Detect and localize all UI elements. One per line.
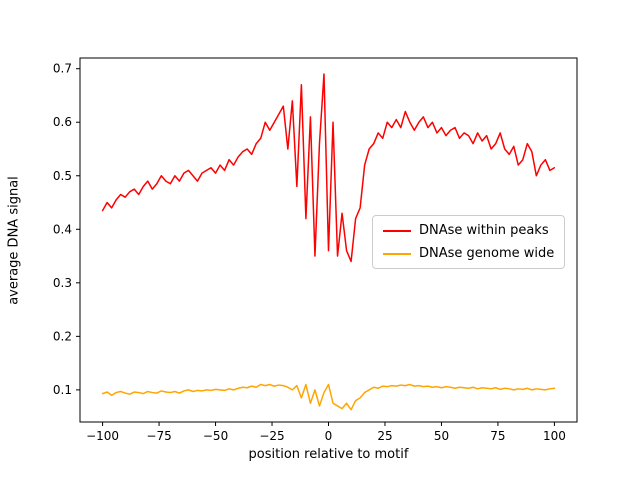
y-tick-label: 0.6 xyxy=(53,115,72,129)
y-tick-label: 0.2 xyxy=(53,329,72,343)
x-tick-label: −75 xyxy=(146,429,171,443)
x-tick-label: −25 xyxy=(259,429,284,443)
legend-line-sample-orange xyxy=(383,252,411,255)
legend: DNAse within peaks DNAse genome wide xyxy=(372,215,566,269)
x-tick-label: 25 xyxy=(377,429,392,443)
legend-label: DNAse genome wide xyxy=(419,246,555,261)
legend-line-sample-red xyxy=(383,229,411,232)
series-line-dnase-within-peaks xyxy=(101,73,556,263)
x-tick-label: 50 xyxy=(434,429,449,443)
legend-entry-dnase-genome-wide: DNAse genome wide xyxy=(383,246,554,261)
x-tick-label: −100 xyxy=(86,429,119,443)
legend-entry-dnase-within-peaks: DNAse within peaks xyxy=(383,223,554,238)
y-tick-label: 0.3 xyxy=(53,276,72,290)
x-axis-ticks: −100 −75 −50 −25 0 25 50 75 100 xyxy=(86,422,566,443)
x-tick-label: 0 xyxy=(325,429,333,443)
y-axis-ticks: 0.1 0.2 0.3 0.4 0.5 0.6 0.7 xyxy=(53,62,80,397)
series-line-dnase-genome-wide xyxy=(101,383,556,411)
legend-label: DNAse within peaks xyxy=(419,223,549,238)
x-tick-label: 75 xyxy=(490,429,505,443)
x-tick-label: −50 xyxy=(203,429,228,443)
x-axis-label: position relative to motif xyxy=(248,447,409,462)
y-axis-label: average DNA signal xyxy=(6,176,22,305)
y-tick-label: 0.5 xyxy=(53,169,72,183)
y-tick-label: 0.4 xyxy=(53,222,72,236)
y-tick-label: 0.1 xyxy=(53,383,72,397)
x-tick-label: 100 xyxy=(543,429,566,443)
y-tick-label: 0.7 xyxy=(53,62,72,76)
